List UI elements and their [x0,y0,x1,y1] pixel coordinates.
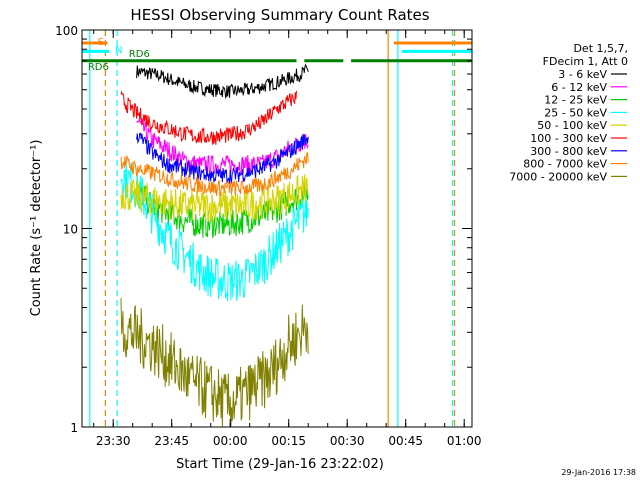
legend-label: 3 - 6 keV [558,68,607,81]
y-tick-label: 1 [70,421,78,435]
x-tick-label: 01:00 [447,434,482,448]
legend-header: FDecim 1, Att 0 [543,55,628,68]
state-bar-label: RD6 [129,49,150,60]
series-line [120,297,309,428]
series-line [136,63,309,99]
legend-label: 7000 - 20000 keV [509,170,607,183]
legend-label: 12 - 25 keV [544,94,607,107]
data-layer: SN RD6 RD6 [82,30,472,428]
chart-title: HESSI Observing Summary Count Rates [130,6,429,24]
timestamp: 29-Jan-2016 17:38 [561,468,636,477]
x-tick-label: 00:30 [330,434,365,448]
legend-label: 300 - 800 keV [530,145,607,158]
series-line [120,151,309,198]
series-line [120,158,309,302]
y-tick-label: 100 [55,24,78,38]
legend-label: 6 - 12 keV [551,81,607,94]
series-line [136,117,309,176]
legend-header: Det 1,5,7, [573,42,628,55]
legend-label: 50 - 100 keV [537,119,607,132]
series-line [120,90,297,145]
state-bar-label: N [115,45,122,56]
legend-label: 800 - 7000 keV [523,158,607,171]
series-line [120,174,309,223]
axes-layer: 23:30 23:45 00:00 00:15 00:30 00:45 01:00 1 10 10… [55,24,481,448]
x-axis-label: Start Time (29-Jan-16 23:22:02) [176,457,384,472]
legend-label: 25 - 50 keV [544,106,607,119]
series-line [136,132,309,185]
x-tick-label: 00:45 [388,434,423,448]
state-bar-label: S [98,37,104,48]
legend-label: 100 - 300 keV [530,132,607,145]
x-tick-label: 23:45 [154,434,189,448]
y-tick-label: 10 [63,223,78,237]
state-bar-label: RD6 [88,62,109,73]
x-tick-label: 00:15 [271,434,306,448]
y-axis-label: Count Rate (s⁻¹ detector⁻¹) [29,140,44,317]
x-tick-label: 00:00 [213,434,248,448]
x-tick-label: 23:30 [96,434,131,448]
